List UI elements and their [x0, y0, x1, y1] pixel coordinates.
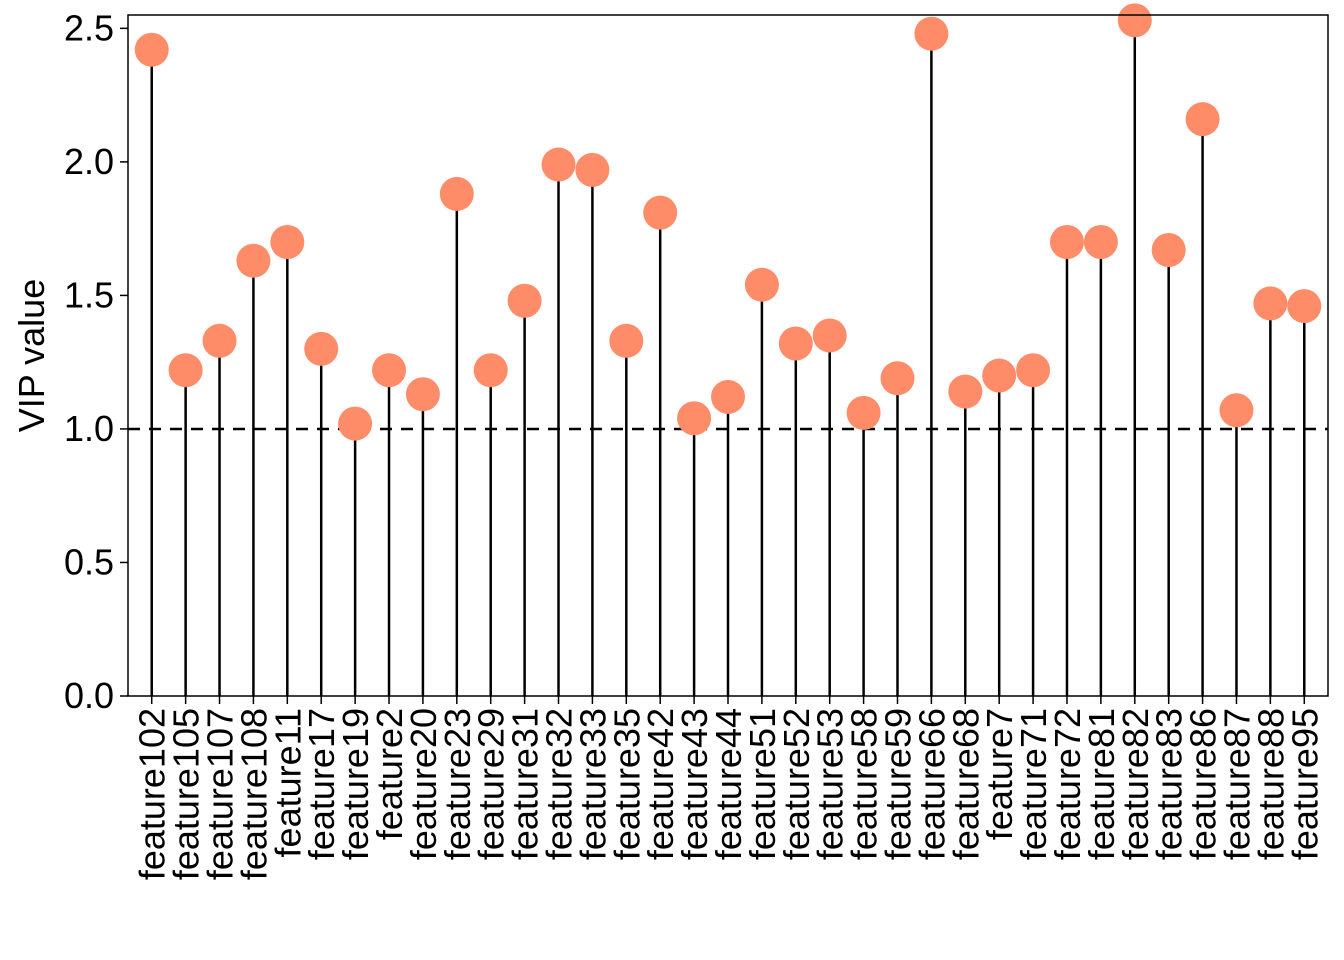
point-feature19 [338, 406, 373, 441]
point-feature2 [372, 353, 407, 388]
x-tick-label: feature29 [471, 708, 512, 860]
x-tick-label: feature51 [742, 708, 783, 860]
point-feature81 [1083, 225, 1118, 259]
x-tick-label: feature43 [674, 708, 715, 860]
point-feature53 [812, 318, 847, 353]
y-tick-label: 0.0 [64, 675, 114, 716]
point-feature32 [541, 147, 576, 182]
point-feature72 [1049, 225, 1084, 259]
y-tick-label: 1.0 [64, 408, 114, 449]
point-feature11 [270, 225, 305, 259]
point-feature95 [1287, 289, 1322, 324]
point-feature44 [711, 379, 745, 414]
x-tick-label: feature105 [166, 708, 207, 880]
x-axis: feature102feature105feature107feature108… [132, 696, 1325, 880]
point-feature42 [643, 195, 678, 230]
x-tick-label: feature108 [233, 708, 274, 880]
x-tick-label: feature19 [335, 708, 376, 860]
point-feature43 [677, 401, 712, 436]
x-tick-label: feature2 [369, 708, 410, 840]
point-feature7 [982, 358, 1017, 393]
x-tick-label: feature83 [1149, 708, 1190, 860]
x-tick-label: feature81 [1081, 708, 1122, 860]
point-feature82 [1117, 3, 1152, 38]
point-feature52 [778, 326, 813, 361]
point-feature66 [914, 16, 949, 51]
x-tick-label: feature72 [1047, 708, 1088, 860]
point-feature88 [1253, 286, 1288, 321]
point-feature33 [575, 152, 610, 187]
x-tick-label: feature68 [945, 708, 986, 860]
x-tick-label: feature35 [606, 708, 647, 860]
x-tick-label: feature31 [505, 708, 546, 860]
y-tick-label: 2.0 [64, 141, 114, 182]
x-tick-label: feature88 [1250, 708, 1291, 860]
y-axis-title: VIP value [11, 279, 52, 432]
y-tick-label: 1.5 [64, 274, 114, 315]
x-tick-label: feature53 [810, 708, 851, 860]
x-tick-label: feature71 [1013, 708, 1054, 860]
x-tick-label: feature52 [776, 708, 817, 860]
x-tick-label: feature86 [1183, 708, 1224, 860]
point-feature20 [405, 377, 440, 412]
point-feature68 [948, 374, 983, 409]
x-tick-label: feature66 [911, 708, 952, 860]
point-feature102 [134, 32, 169, 67]
point-feature83 [1151, 233, 1186, 268]
point-feature86 [1185, 102, 1220, 137]
x-tick-label: feature82 [1115, 708, 1156, 860]
point-feature17 [304, 331, 339, 366]
x-tick-label: feature58 [844, 708, 885, 860]
point-feature29 [473, 353, 508, 388]
y-tick-label: 2.5 [64, 7, 114, 48]
x-tick-label: feature102 [132, 708, 173, 880]
x-tick-label: feature59 [877, 708, 918, 860]
point-feature105 [168, 353, 203, 388]
x-tick-label: feature11 [267, 708, 308, 857]
x-tick-label: feature23 [437, 708, 478, 860]
x-tick-label: feature42 [640, 708, 681, 860]
point-feature59 [880, 361, 915, 396]
x-tick-label: feature32 [539, 708, 580, 860]
point-feature87 [1219, 393, 1254, 428]
stems-layer [150, 20, 1306, 696]
x-tick-label: feature44 [708, 708, 749, 860]
point-feature35 [609, 323, 644, 358]
point-feature51 [744, 267, 779, 302]
x-tick-label: feature87 [1216, 708, 1257, 860]
point-feature58 [846, 395, 881, 430]
x-tick-label: feature20 [403, 708, 444, 860]
x-tick-label: feature17 [301, 708, 342, 860]
points-layer [134, 3, 1322, 441]
point-feature71 [1016, 353, 1051, 388]
x-tick-label: feature95 [1284, 708, 1325, 860]
y-axis: 0.0 0.5 1.0 1.5 2.0 2.5 [64, 7, 128, 716]
x-tick-label: feature7 [979, 708, 1020, 840]
x-tick-label: feature33 [572, 708, 613, 860]
y-tick-label: 0.5 [64, 541, 114, 582]
x-tick-label: feature107 [200, 708, 241, 880]
point-feature107 [202, 323, 237, 358]
point-feature31 [507, 283, 542, 318]
point-feature108 [236, 243, 271, 278]
point-feature23 [439, 176, 474, 211]
